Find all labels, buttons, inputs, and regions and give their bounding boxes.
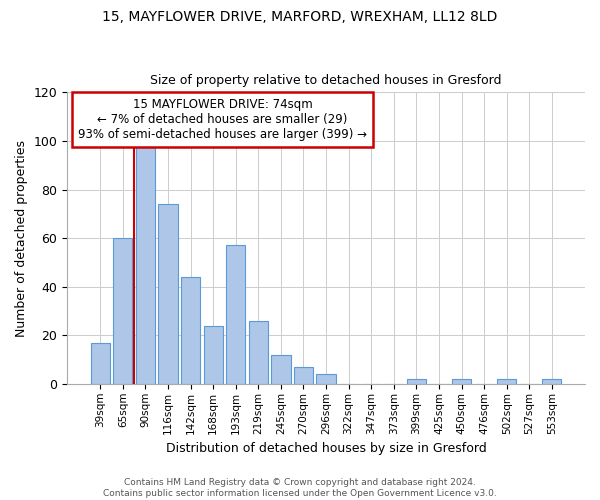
Bar xyxy=(452,379,471,384)
Bar xyxy=(113,238,133,384)
Bar xyxy=(407,379,426,384)
Bar xyxy=(181,277,200,384)
X-axis label: Distribution of detached houses by size in Gresford: Distribution of detached houses by size … xyxy=(166,442,487,455)
Bar xyxy=(91,342,110,384)
Bar xyxy=(158,204,178,384)
Bar xyxy=(316,374,335,384)
Bar xyxy=(203,326,223,384)
Bar xyxy=(136,146,155,384)
Bar xyxy=(542,379,562,384)
Text: Contains HM Land Registry data © Crown copyright and database right 2024.
Contai: Contains HM Land Registry data © Crown c… xyxy=(103,478,497,498)
Text: 15, MAYFLOWER DRIVE, MARFORD, WREXHAM, LL12 8LD: 15, MAYFLOWER DRIVE, MARFORD, WREXHAM, L… xyxy=(103,10,497,24)
Text: 15 MAYFLOWER DRIVE: 74sqm
← 7% of detached houses are smaller (29)
93% of semi-d: 15 MAYFLOWER DRIVE: 74sqm ← 7% of detach… xyxy=(78,98,367,141)
Bar xyxy=(271,354,290,384)
Bar xyxy=(497,379,517,384)
Title: Size of property relative to detached houses in Gresford: Size of property relative to detached ho… xyxy=(151,74,502,87)
Bar xyxy=(294,367,313,384)
Y-axis label: Number of detached properties: Number of detached properties xyxy=(15,140,28,336)
Bar xyxy=(249,320,268,384)
Bar xyxy=(226,246,245,384)
